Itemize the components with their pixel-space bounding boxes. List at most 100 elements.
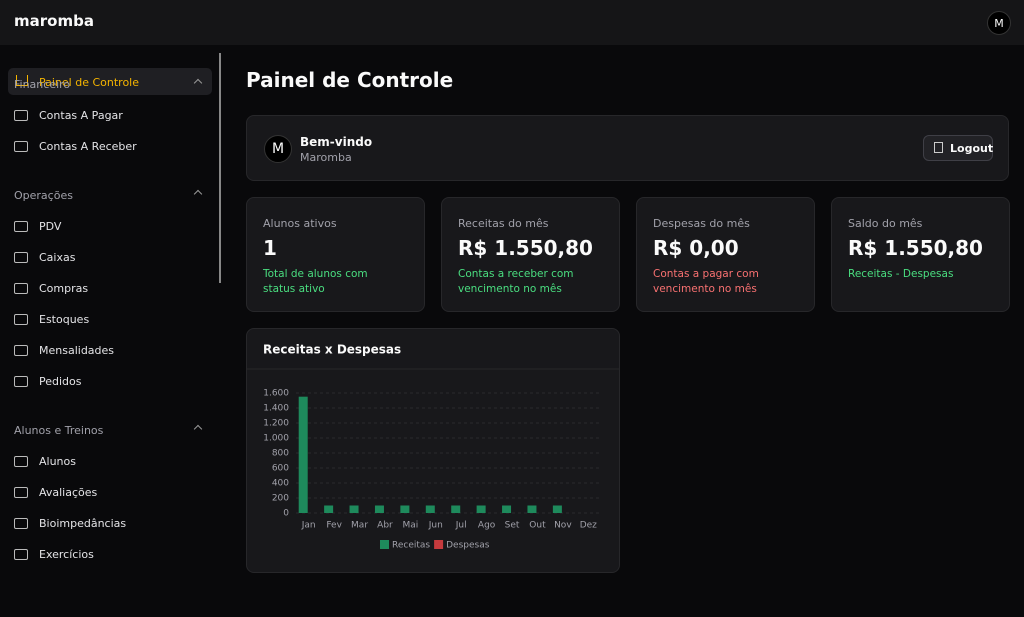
- bar: [476, 505, 486, 513]
- menu-icon: [14, 110, 28, 121]
- chart-card: Receitas x Despesas 0 200 400 600 800 1.000 1.…: [246, 328, 620, 573]
- y-tick-label: 1.400: [263, 404, 289, 414]
- logout-label: Logout: [950, 142, 994, 155]
- bar: [552, 505, 562, 513]
- active-label: Painel de Controle: [39, 76, 140, 89]
- active-item[interactable]: Painel de Controle: [8, 68, 212, 95]
- legend-label: Despesas: [446, 541, 490, 551]
- x-tick-label: Dez: [580, 521, 597, 531]
- stat-value: R$ 1.550,80: [458, 236, 593, 260]
- bar: [374, 505, 384, 513]
- menu-item[interactable]: Exercícios: [39, 548, 94, 561]
- stat-note: Total de alunos com status ativo: [263, 268, 368, 295]
- x-tick-label: Jul: [455, 521, 467, 531]
- bar: [527, 505, 537, 513]
- bar: [298, 396, 308, 513]
- home-icon: [16, 75, 28, 86]
- chart-title: Receitas x Despesas: [263, 343, 401, 357]
- sidebar: Painel de Controle Financeiro Contas A Pa…: [0, 45, 222, 617]
- bar: [349, 505, 359, 513]
- bar: [400, 505, 410, 513]
- bar: [425, 505, 435, 513]
- avatar[interactable]: M: [987, 11, 1011, 35]
- stat-value: R$ 1.550,80: [848, 236, 983, 260]
- welcome-card: M Bem-vindo Maromba Logout: [246, 115, 1009, 181]
- stat-label: Saldo do mês: [848, 217, 923, 230]
- x-tick-label: Fev: [326, 521, 342, 531]
- x-tick-label: Ago: [478, 521, 496, 531]
- menu-item[interactable]: Contas A Pagar: [39, 109, 123, 122]
- y-tick-label: 1.000: [263, 434, 289, 444]
- menu-item[interactable]: Avaliações: [39, 486, 98, 499]
- stat-card: Receitas do mês R$ 1.550,80 Contas a receb…: [441, 197, 620, 312]
- y-tick-label: 1.600: [263, 389, 289, 399]
- x-tick-label: Mar: [351, 521, 368, 531]
- x-tick-label: Jun: [428, 521, 443, 531]
- menu-item[interactable]: Compras: [39, 282, 89, 295]
- stat-card: Despesas do mês R$ 0,00 Contas a pagar com…: [636, 197, 815, 312]
- section-title: Financeiro: [14, 78, 71, 91]
- stat-label: Alunos ativos: [263, 217, 337, 230]
- legend-swatch: [380, 540, 389, 549]
- legend-swatch: [434, 540, 444, 549]
- welcome-title: Bem-vindo: [300, 135, 373, 149]
- menu-icon: [14, 345, 28, 356]
- menu-icon: [14, 549, 28, 560]
- bar: [451, 505, 461, 513]
- x-tick-label: Jan: [301, 521, 316, 531]
- x-tick-label: Set: [505, 521, 520, 531]
- y-tick-label: 800: [272, 449, 289, 459]
- menu-item[interactable]: Bioimpedâncias: [39, 517, 127, 530]
- stat-label: Receitas do mês: [458, 217, 549, 230]
- menu-item[interactable]: Pedidos: [39, 375, 82, 388]
- stat-label: Despesas do mês: [653, 217, 750, 230]
- stat-card: Saldo do mês R$ 1.550,80 Receitas - Despes…: [831, 197, 1010, 312]
- menu-icon: [14, 456, 28, 467]
- y-tick-label: 200: [272, 494, 289, 504]
- section-title: Alunos e Treinos: [14, 424, 104, 437]
- welcome-name: Maromba: [300, 151, 352, 164]
- top-bar: maromba M: [0, 0, 1024, 45]
- logout-button[interactable]: Logout: [923, 135, 993, 161]
- stat-note: Receitas - Despesas: [848, 268, 954, 280]
- bar: [502, 505, 512, 513]
- x-tick-label: Nov: [554, 521, 572, 531]
- y-tick-label: 600: [272, 464, 289, 474]
- stat-value: 1: [263, 236, 277, 260]
- chevron: [193, 424, 203, 434]
- welcome-avatar: M: [264, 135, 292, 163]
- menu-item[interactable]: Contas A Receber: [39, 140, 137, 153]
- chevron: [193, 189, 203, 199]
- legend-label: Receitas: [392, 541, 430, 551]
- scrollbar: [219, 53, 221, 283]
- y-tick-label: 400: [272, 479, 289, 489]
- stat-note: Contas a receber com vencimento no mês: [458, 268, 574, 295]
- menu-icon: [14, 221, 28, 232]
- menu-item[interactable]: Mensalidades: [39, 344, 115, 357]
- menu-icon: [14, 376, 28, 387]
- brand: maromba: [14, 12, 94, 30]
- logout-icon: [934, 142, 943, 153]
- menu-icon: [14, 487, 28, 498]
- chart: Receitas x Despesas 0 200 400 600 800 1.000 1.…: [247, 343, 619, 551]
- menu-item[interactable]: Estoques: [39, 313, 90, 326]
- page-title: Painel de Controle: [246, 68, 454, 92]
- y-tick-label: 0: [283, 509, 289, 519]
- menu-icon: [14, 518, 28, 529]
- x-tick-label: Mai: [402, 521, 418, 531]
- x-tick-label: Abr: [377, 521, 393, 531]
- stat-card: Alunos ativos 1 Total de alunos com status…: [246, 197, 425, 312]
- stat-note: Contas a pagar com vencimento no mês: [653, 268, 759, 295]
- menu-icon: [14, 314, 28, 325]
- menu-icon: [14, 252, 28, 263]
- y-tick-label: 1.200: [263, 419, 289, 429]
- bar: [324, 505, 334, 513]
- menu-item[interactable]: PDV: [39, 220, 62, 233]
- stat-value: R$ 0,00: [653, 236, 739, 260]
- x-tick-label: Out: [529, 521, 546, 531]
- menu-icon: [14, 141, 28, 152]
- menu-item[interactable]: Caixas: [39, 251, 76, 264]
- menu-item[interactable]: Alunos: [39, 455, 76, 468]
- section-title: Operações: [14, 189, 73, 202]
